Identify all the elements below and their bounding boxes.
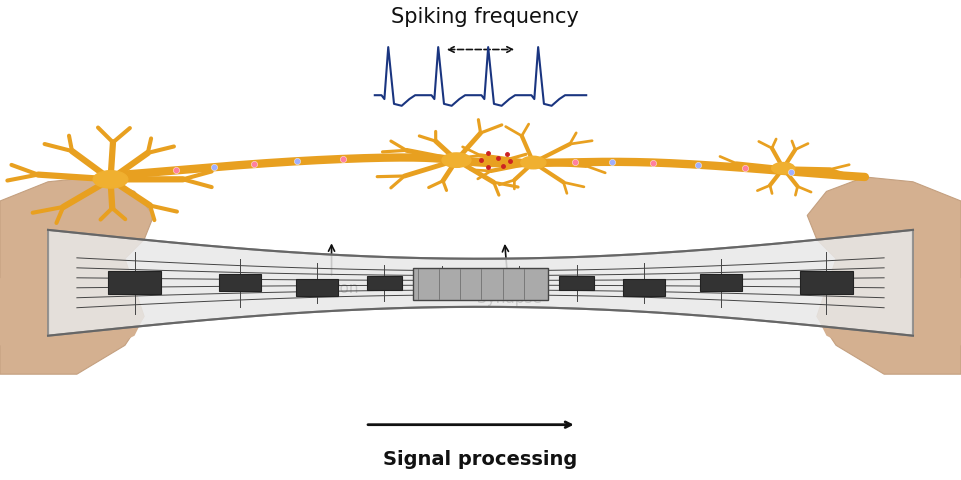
Polygon shape <box>817 278 961 355</box>
Bar <box>700 275 742 292</box>
Bar <box>367 276 402 290</box>
Bar <box>559 276 594 290</box>
Bar <box>219 275 261 292</box>
Polygon shape <box>48 230 913 336</box>
Bar <box>427 276 457 290</box>
Bar <box>413 269 548 300</box>
Bar <box>504 276 534 290</box>
Circle shape <box>772 163 795 175</box>
Polygon shape <box>0 178 154 374</box>
Circle shape <box>93 171 128 189</box>
Circle shape <box>521 157 546 169</box>
Text: Neuron: Neuron <box>304 246 359 296</box>
Circle shape <box>442 154 471 168</box>
Text: Spiking frequency: Spiking frequency <box>391 7 579 27</box>
Polygon shape <box>0 278 144 355</box>
Bar <box>800 272 853 295</box>
Text: Signal processing: Signal processing <box>383 449 578 468</box>
Text: Synapse: Synapse <box>477 246 542 305</box>
Bar <box>108 272 161 295</box>
Polygon shape <box>807 178 961 374</box>
Bar <box>623 279 665 296</box>
Bar <box>296 279 338 296</box>
